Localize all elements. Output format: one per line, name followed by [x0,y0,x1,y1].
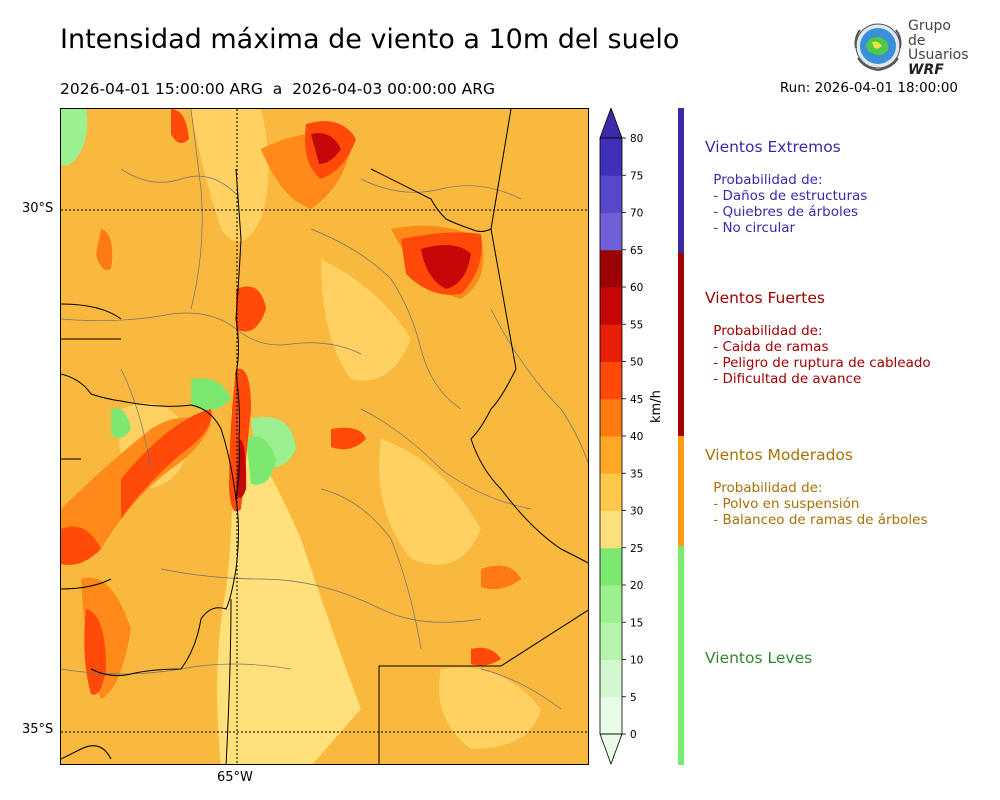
colorbar-tick-label: 60 [630,282,643,294]
lat-label-30s: 30°S [22,201,54,216]
legend-bar-fuertes [678,253,684,436]
globe-icon [854,23,902,72]
legend-bar-extremos [678,108,684,253]
category-line: - Peligro de ruptura de cableado [709,355,931,371]
category-title-leves: Vientos Leves [705,649,813,667]
colorbar-segment [600,659,622,698]
category-body-moderados: Probabilidad de: - Polvo en suspensión -… [709,480,928,528]
colorbar: 0 5 10 15 20 25 30 35 40 45 50 55 60 65 70 75 80 [598,106,648,768]
colorbar-segment [600,510,622,549]
colorbar-segment [600,138,622,176]
colorbar-tick-label: 70 [630,208,643,220]
category-title-moderados: Vientos Moderados [705,446,853,464]
category-title-extremos: Vientos Extremos [705,138,841,156]
colorbar-segment [600,585,622,623]
colorbar-tick-label: 10 [630,655,643,667]
category-line: - Daños de estructuras [709,188,868,204]
category-line: Probabilidad de: [709,323,823,339]
logo-line-1: Grupo de [908,18,951,49]
category-line: - Dificultad de avance [709,371,862,387]
colorbar-tick-label: 25 [630,543,643,555]
category-body-fuertes: Probabilidad de: - Caida de ramas - Peli… [709,323,931,387]
colorbar-segment [600,547,622,586]
colorbar-segment [600,361,622,400]
category-line: - Balanceo de ramas de árboles [709,512,928,528]
category-line: - No circular [709,220,796,236]
map-title: Intensidad máxima de viento a 10m del su… [60,24,680,55]
colorbar-segment [600,249,622,288]
category-line: - Quiebres de árboles [709,204,859,220]
colorbar-segment [600,324,622,362]
colorbar-over-triangle [599,106,623,139]
colorbar-tick-label: 20 [630,580,643,592]
logo-line-2: Usuarios [908,47,969,63]
logo-line-3: WRF [908,61,944,78]
run-time: Run: 2026-04-01 18:00:00 [779,80,958,96]
forecast-period: 2026-04-01 15:00:00 ARG a 2026-04-03 00:… [60,80,496,98]
colorbar-segment [600,473,622,511]
colorbar-tick-label: 65 [630,245,643,257]
lat-label-35s: 35°S [22,722,54,737]
category-line: Probabilidad de: [709,172,823,188]
wind-map [60,108,589,765]
colorbar-tick-label: 55 [630,319,643,331]
legend-bar-moderados [678,436,684,546]
colorbar-tick-label: 5 [630,692,637,704]
category-line: Probabilidad de: [709,480,823,496]
colorbar-segment [600,212,622,251]
colorbar-tick-label: 45 [630,394,643,406]
lon-label-65w: 65°W [217,770,253,785]
colorbar-tick-label: 0 [630,729,637,741]
colorbar-segment [600,696,622,735]
colorbar-tick-label: 75 [630,170,643,182]
colorbar-tick-label: 50 [630,357,643,369]
colorbar-unit-label: km/h [649,390,664,423]
colorbar-tick-label: 40 [630,431,643,443]
category-line: - Caida de ramas [709,339,829,355]
colorbar-segment [600,175,622,213]
colorbar-tick-label: 15 [630,617,643,629]
colorbar-tick-label: 30 [630,506,643,518]
colorbar-segment [600,398,622,437]
category-title-fuertes: Vientos Fuertes [705,289,825,307]
colorbar-tick-label: 80 [630,133,643,145]
colorbar-segment [600,287,622,325]
category-line: - Polvo en suspensión [709,496,860,512]
colorbar-under-triangle [599,733,623,766]
wrf-group-logo: Grupo de Usuarios WRF [850,18,970,77]
colorbar-tick-label: 35 [630,468,643,480]
legend-bar-leves [678,546,684,765]
category-body-extremos: Probabilidad de: - Daños de estructuras … [709,172,867,236]
colorbar-segment [600,622,622,660]
colorbar-graphic: 0 5 10 15 20 25 30 35 40 45 50 55 60 65 70 75 80 [599,106,643,766]
colorbar-segment [600,436,622,474]
